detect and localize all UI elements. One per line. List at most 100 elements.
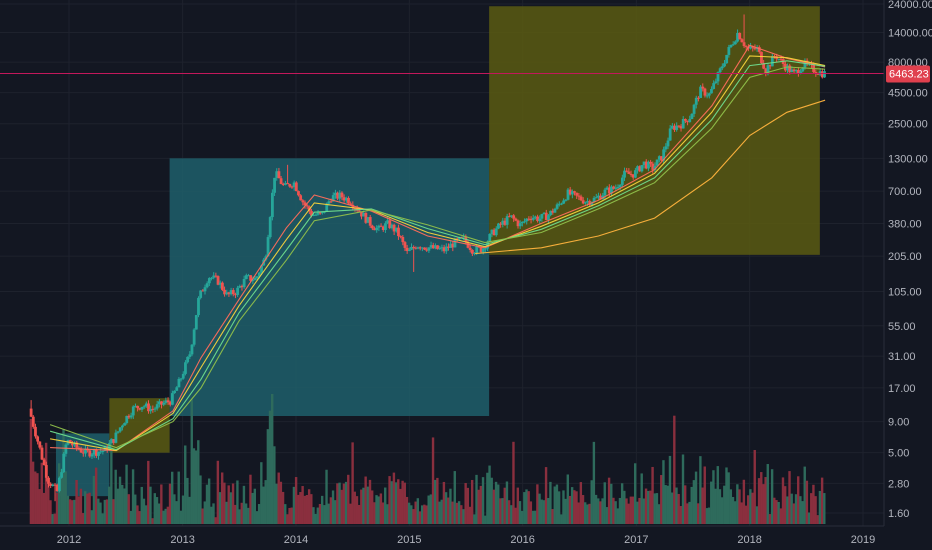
candle-body[interactable] bbox=[505, 216, 509, 225]
candle-body[interactable] bbox=[670, 125, 674, 129]
candle-body[interactable] bbox=[449, 243, 453, 248]
candle-body[interactable] bbox=[597, 195, 600, 198]
candle-body[interactable] bbox=[123, 423, 126, 426]
candle-body[interactable] bbox=[499, 223, 503, 225]
candle-body[interactable] bbox=[570, 191, 574, 195]
candle-body[interactable] bbox=[538, 218, 542, 222]
candle-body[interactable] bbox=[99, 451, 103, 453]
candle-body[interactable] bbox=[357, 210, 361, 212]
candle-body[interactable] bbox=[268, 217, 272, 238]
candle-body[interactable] bbox=[92, 449, 96, 455]
candle-body[interactable] bbox=[138, 408, 142, 410]
candle-body[interactable] bbox=[455, 238, 459, 240]
candle-body[interactable] bbox=[347, 197, 350, 204]
candle-body[interactable] bbox=[38, 441, 42, 448]
candle-body[interactable] bbox=[514, 218, 518, 221]
candle-body[interactable] bbox=[334, 192, 337, 196]
candle-body[interactable] bbox=[144, 403, 148, 407]
candle-body[interactable] bbox=[375, 227, 379, 231]
candle-body[interactable] bbox=[801, 67, 805, 72]
candle-body[interactable] bbox=[690, 113, 694, 120]
candle-body[interactable] bbox=[623, 170, 626, 178]
candle-body[interactable] bbox=[562, 200, 566, 204]
candle-body[interactable] bbox=[544, 212, 548, 221]
candle-body[interactable] bbox=[560, 203, 563, 205]
candle-body[interactable] bbox=[353, 208, 357, 210]
candle-body[interactable] bbox=[234, 294, 237, 296]
candle-body[interactable] bbox=[134, 405, 137, 407]
candle-body[interactable] bbox=[438, 248, 442, 250]
candle-body[interactable] bbox=[362, 212, 366, 217]
candle-body[interactable] bbox=[140, 406, 144, 410]
candle-body[interactable] bbox=[425, 249, 429, 251]
candle-body[interactable] bbox=[823, 71, 826, 78]
candle-body[interactable] bbox=[288, 184, 292, 187]
candle-body[interactable] bbox=[564, 199, 568, 201]
candle-body[interactable] bbox=[794, 69, 798, 72]
candle-body[interactable] bbox=[301, 200, 305, 203]
candle-body[interactable] bbox=[434, 245, 437, 249]
candle-body[interactable] bbox=[427, 247, 431, 251]
candle-body[interactable] bbox=[390, 224, 394, 229]
candle-body[interactable] bbox=[579, 196, 583, 201]
candle-body[interactable] bbox=[275, 171, 279, 178]
candle-body[interactable] bbox=[462, 236, 466, 238]
candle-body[interactable] bbox=[536, 216, 539, 222]
candle-body[interactable] bbox=[225, 292, 229, 295]
candle-body[interactable] bbox=[547, 215, 550, 221]
candle-body[interactable] bbox=[586, 201, 589, 203]
candle-body[interactable] bbox=[97, 451, 100, 456]
candle-body[interactable] bbox=[768, 65, 772, 67]
candle-body[interactable] bbox=[292, 182, 296, 188]
candle-body[interactable] bbox=[212, 275, 216, 278]
candle-body[interactable] bbox=[392, 224, 396, 232]
candle-body[interactable] bbox=[420, 247, 424, 249]
candle-body[interactable] bbox=[386, 220, 389, 224]
candle-body[interactable] bbox=[55, 484, 59, 492]
candle-body[interactable] bbox=[651, 163, 655, 170]
candle-body[interactable] bbox=[368, 217, 372, 226]
candle-body[interactable] bbox=[416, 247, 420, 249]
candle-body[interactable] bbox=[360, 211, 363, 217]
candle-body[interactable] bbox=[253, 277, 257, 281]
candle-body[interactable] bbox=[71, 443, 74, 446]
candle-body[interactable] bbox=[36, 436, 40, 442]
candle-body[interactable] bbox=[249, 275, 253, 281]
candle-body[interactable] bbox=[336, 192, 339, 199]
candle-body[interactable] bbox=[112, 439, 116, 443]
candle-body[interactable] bbox=[88, 450, 92, 457]
candlesticks[interactable] bbox=[29, 14, 826, 502]
candle-body[interactable] bbox=[712, 83, 716, 89]
candle-body[interactable] bbox=[255, 276, 259, 278]
candle-body[interactable] bbox=[703, 88, 707, 96]
candle-body[interactable] bbox=[407, 249, 411, 252]
candle-body[interactable] bbox=[247, 275, 250, 277]
candle-body[interactable] bbox=[194, 315, 198, 330]
candle-body[interactable] bbox=[47, 477, 50, 484]
candle-body[interactable] bbox=[610, 186, 613, 194]
candle-body[interactable] bbox=[633, 170, 637, 178]
candle-body[interactable] bbox=[620, 177, 624, 185]
candle-body[interactable] bbox=[507, 216, 511, 218]
candle-body[interactable] bbox=[686, 120, 689, 123]
candle-body[interactable] bbox=[555, 204, 559, 209]
candle-body[interactable] bbox=[657, 156, 661, 160]
candle-body[interactable] bbox=[638, 166, 642, 172]
candle-body[interactable] bbox=[816, 73, 820, 75]
candle-body[interactable] bbox=[723, 63, 726, 67]
candle-body[interactable] bbox=[681, 118, 685, 129]
candle-body[interactable] bbox=[257, 272, 261, 277]
candle-body[interactable] bbox=[410, 246, 413, 250]
candle-body[interactable] bbox=[31, 416, 35, 427]
candle-body[interactable] bbox=[240, 285, 244, 288]
candle-body[interactable] bbox=[205, 283, 209, 288]
candle-body[interactable] bbox=[297, 191, 300, 196]
candle-body[interactable] bbox=[797, 69, 800, 74]
candle-body[interactable] bbox=[79, 449, 83, 453]
candle-body[interactable] bbox=[588, 201, 592, 205]
candle-body[interactable] bbox=[260, 265, 263, 273]
candle-body[interactable] bbox=[733, 41, 737, 45]
candle-body[interactable] bbox=[494, 228, 498, 236]
candle-body[interactable] bbox=[155, 404, 159, 409]
candle-body[interactable] bbox=[199, 290, 203, 298]
